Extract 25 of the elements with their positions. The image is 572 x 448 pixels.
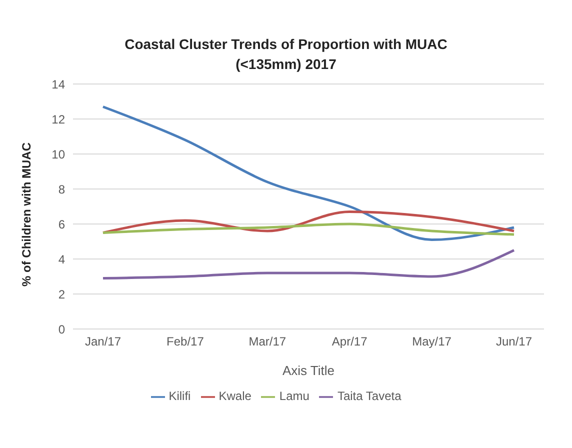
x-tick-label: Jan/17 <box>84 334 122 349</box>
y-tick-label: 8 <box>58 182 66 196</box>
y-axis-title: % of Children with MUAC <box>19 142 34 286</box>
y-tick-label: 14 <box>52 77 66 92</box>
y-tick-label: 10 <box>52 147 66 162</box>
x-axis-title: Axis Title <box>282 363 335 378</box>
x-tick-label: Apr/17 <box>332 334 368 349</box>
x-tick-label: Jun/17 <box>496 334 532 349</box>
y-tick-label: 0 <box>58 322 66 336</box>
line-series <box>102 210 516 234</box>
y-tick-label: 4 <box>58 252 66 266</box>
x-tick-label: Feb/17 <box>166 334 204 349</box>
x-tick-label: Mar/17 <box>248 334 286 349</box>
y-tick-label: 2 <box>58 287 66 302</box>
line-series <box>102 249 516 280</box>
y-tick-label: 12 <box>52 112 66 126</box>
chart-title: Coastal Cluster Trends of Proportion with MUAC (<135mm) 2017 <box>124 35 448 74</box>
legend-label: Lamu <box>279 389 310 403</box>
y-tick-label: 6 <box>58 217 66 232</box>
legend-label: Taita Taveta <box>337 389 402 403</box>
legend-label: Kwale <box>218 389 252 403</box>
line-series <box>102 106 516 241</box>
legend-label: Kilifi <box>168 389 191 403</box>
line-series <box>102 222 516 236</box>
x-tick-label: May/17 <box>412 334 452 349</box>
